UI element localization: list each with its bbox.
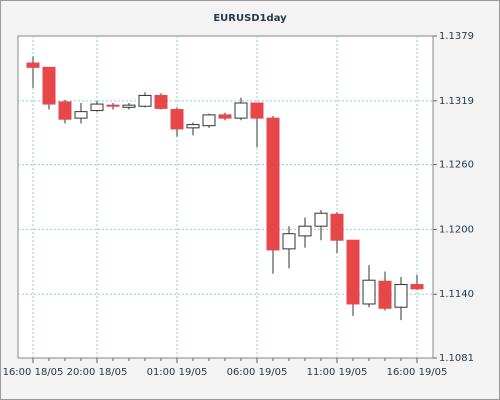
x-tick-label: 01:00 19/05 [147,367,208,378]
plot-area [17,35,434,359]
x-tick-label: 06:00 19/05 [227,367,288,378]
candle-body [250,102,264,119]
candle-body [362,279,376,305]
y-tick-label: 1.1140 [439,289,474,300]
candle-body [90,103,104,112]
candle-body [330,213,344,241]
candle-body [346,239,360,305]
candle-body [122,104,136,108]
y-tick-label: 1.1200 [439,224,474,235]
candle-body [202,114,216,127]
y-tick-label: 1.1081 [439,353,474,364]
candle-body [138,94,152,107]
candle-body [234,102,248,119]
x-tick-label: 20:00 18/05 [67,367,128,378]
x-tick-label: 11:00 19/05 [307,367,368,378]
candle-body [378,280,392,309]
candle-body [298,225,312,237]
candle-body [282,233,296,250]
x-tick-label: 16:00 18/05 [3,367,64,378]
candle-body [42,66,56,105]
candle-body [186,124,200,129]
candle-body [170,108,184,130]
x-tick-label: 16:00 19/05 [387,367,448,378]
candle-body [26,62,40,68]
candle-body [314,212,328,227]
chart-title: EURUSD1day [213,13,287,24]
candle-body [58,101,72,120]
candle-body [266,117,280,251]
candle-body [394,284,408,308]
candle-body [106,104,120,107]
candle-body [154,94,168,109]
y-tick-label: 1.1319 [439,96,474,107]
candle-body [218,114,232,119]
candle-body [410,284,424,290]
y-tick-label: 1.1379 [439,31,474,42]
y-tick-label: 1.1260 [439,160,474,171]
candle-body [74,111,88,119]
